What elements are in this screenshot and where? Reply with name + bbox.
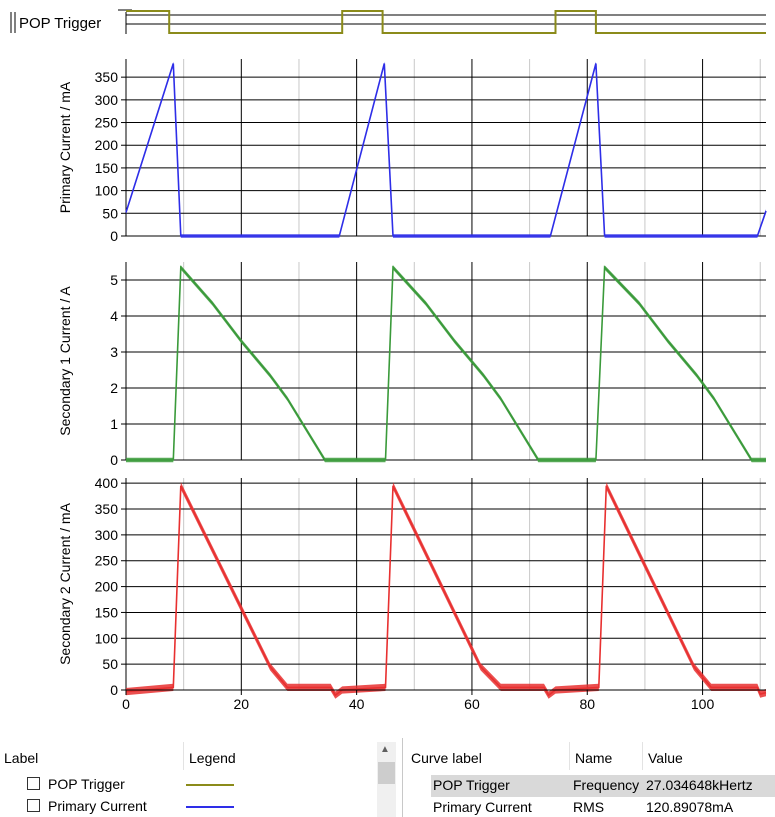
series-band	[126, 61, 766, 238]
panel-2: 0 1 2 3 4 5 Secondary 1 Current / A	[57, 262, 766, 468]
curve-label-cell: POP Trigger	[433, 777, 510, 793]
curve-label-column-header[interactable]: Curve label	[411, 750, 482, 766]
x-tick-label: 100	[691, 696, 715, 712]
y-tick-label: 300	[95, 92, 119, 108]
y-tick-label: 250	[95, 553, 119, 569]
trigger-series-line	[126, 10, 766, 34]
column-divider	[642, 742, 643, 770]
y-tick-label: 250	[95, 115, 119, 131]
y-tick-label: 400	[95, 475, 119, 491]
legend-line-swatch	[186, 806, 234, 808]
waveform-chart: POP Trigger050100150200250300350Primary …	[10, 9, 767, 712]
x-tick-label: 0	[122, 696, 130, 712]
y-tick-label: 0	[110, 228, 118, 244]
legend-label: Primary Current	[48, 798, 147, 814]
y-tick-label: 1	[110, 416, 118, 432]
scroll-up-arrow-icon[interactable]: ▲	[380, 744, 390, 755]
series-line	[125, 63, 767, 237]
checkbox[interactable]	[27, 799, 40, 812]
column-divider	[569, 742, 570, 770]
y-tick-label: 4	[110, 308, 118, 324]
x-tick-label: 80	[579, 696, 595, 712]
bottom-panels: Label Legend POP Trigger Primary Current…	[0, 738, 775, 817]
legend-label: POP Trigger	[48, 776, 125, 792]
selected-row-highlight	[431, 775, 775, 797]
panel-1: 0 50 100 150 200 250 300 350 Primary Current / m…	[57, 59, 767, 244]
series-line	[125, 485, 767, 697]
y-tick-label: 0	[110, 682, 118, 698]
y-tick-label: 5	[110, 272, 118, 288]
y-tick-label: 100	[95, 183, 119, 199]
y-axis-label: Secondary 2 Current / mA	[57, 502, 73, 665]
legend-panel: Label Legend POP Trigger Primary Current…	[0, 738, 397, 817]
trigger-series-label: POP Trigger	[19, 15, 101, 32]
checkbox[interactable]	[27, 777, 40, 790]
scrollbar-thumb[interactable]	[378, 762, 395, 784]
series-band	[126, 265, 766, 463]
measurement-panel: Curve label Name Value POP Trigger Frequ…	[402, 738, 775, 817]
series-line	[126, 265, 766, 461]
y-tick-label: 200	[95, 137, 119, 153]
y-tick-label: 200	[95, 579, 119, 595]
name-cell: Frequency	[573, 777, 640, 793]
curve-label-cell: Primary Current	[433, 799, 532, 815]
y-tick-label: 0	[110, 452, 118, 468]
name-column-header[interactable]: Name	[575, 750, 613, 766]
y-tick-label: 50	[102, 656, 118, 672]
value-cell: 120.89078mA	[646, 799, 734, 815]
legend-column-header[interactable]: Legend	[189, 750, 236, 766]
y-tick-label: 100	[95, 630, 119, 646]
x-tick-label: 40	[349, 696, 365, 712]
value-column-header[interactable]: Value	[648, 750, 683, 766]
y-tick-label: 3	[110, 344, 118, 360]
y-tick-label: 300	[95, 527, 119, 543]
y-tick-label: 50	[102, 205, 118, 221]
y-axis-label: Primary Current / mA	[57, 81, 73, 213]
y-tick-label: 150	[95, 604, 119, 620]
x-tick-label: 60	[464, 696, 480, 712]
y-tick-label: 350	[95, 501, 119, 517]
x-tick-label: 20	[234, 696, 250, 712]
y-tick-label: 2	[110, 380, 118, 396]
y-axis-label: Secondary 1 Current / A	[57, 286, 73, 436]
label-column-header[interactable]: Label	[4, 750, 39, 766]
value-cell: 27.034648kHertz	[646, 777, 753, 793]
column-divider	[183, 742, 184, 770]
y-tick-label: 350	[95, 69, 119, 85]
legend-line-swatch	[186, 784, 234, 786]
name-cell: RMS	[573, 799, 605, 815]
y-tick-label: 150	[95, 160, 119, 176]
series-band	[126, 482, 766, 699]
